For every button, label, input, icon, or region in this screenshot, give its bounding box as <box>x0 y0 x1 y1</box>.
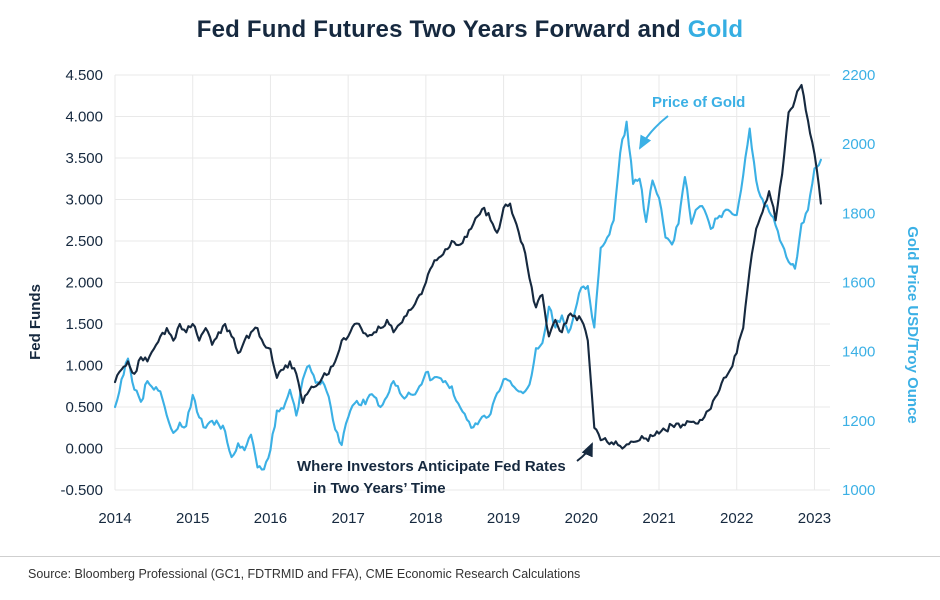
x-axis-tick-label: 2020 <box>565 510 598 527</box>
x-axis-tick-label: 2016 <box>254 510 287 527</box>
chart-title-accent: Gold <box>687 16 744 43</box>
fed-annotation-arrow <box>576 442 593 462</box>
source-note: Source: Bloomberg Professional (GC1, FDT… <box>28 567 581 581</box>
left-axis-tick-label: 1.000 <box>65 358 103 375</box>
left-axis-title: Fed Funds <box>27 284 44 360</box>
right-axis-tick-label: 1200 <box>842 413 875 430</box>
left-axis-tick-label: 0.500 <box>65 399 103 416</box>
left-axis-tick-label: 4.000 <box>65 109 103 126</box>
left-axis-tick-label: 2.000 <box>65 275 103 292</box>
left-axis-tick-label: 2.500 <box>65 233 103 250</box>
gold-annotation-arrow <box>639 115 669 150</box>
x-axis-tick-label: 2019 <box>487 510 520 527</box>
x-axis-tick-label: 2023 <box>798 510 831 527</box>
right-axis-tick-label: 2200 <box>842 67 875 84</box>
chart-title-main: Fed Fund Futures Two Years Forward and <box>196 16 681 43</box>
fed-annotation-label-line2: in Two Years’ Time <box>313 480 446 497</box>
gold-price-series-line <box>113 120 822 471</box>
footer-divider <box>0 556 940 557</box>
fed-annotation-label-line1: Where Investors Anticipate Fed Rates <box>297 458 566 475</box>
fed-funds-series-line <box>113 83 822 450</box>
right-axis-tick-label: 1600 <box>842 275 875 292</box>
left-axis-tick-label: 0.000 <box>65 441 103 458</box>
chart-canvas: 4.500 4.000 3.500 3.000 2.500 2.000 1.500 1.000… <box>27 67 921 527</box>
x-axis-tick-label: 2021 <box>642 510 675 527</box>
left-axis-tick-label: 4.500 <box>65 67 103 84</box>
gold-annotation-label: Price of Gold <box>652 94 745 111</box>
left-axis-tick-label: 3.500 <box>65 150 103 167</box>
chart-title: Fed Fund Futures Two Years Forward and G… <box>0 16 940 44</box>
left-axis-tick-label: 3.000 <box>65 192 103 209</box>
x-axis-tick-label: 2014 <box>98 510 131 527</box>
left-axis-tick-label: 1.500 <box>65 316 103 333</box>
x-axis-tick-label: 2015 <box>176 510 209 527</box>
right-axis-tick-label: 2000 <box>842 136 875 153</box>
right-axis-title: Gold Price USD/Troy Ounce <box>904 226 921 424</box>
x-axis-tick-label: 2017 <box>331 510 364 527</box>
left-axis-tick-label: -0.500 <box>60 482 103 499</box>
right-axis-tick-label: 1000 <box>842 482 875 499</box>
right-axis-tick-label: 1400 <box>842 344 875 361</box>
right-axis-tick-label: 1800 <box>842 205 875 222</box>
x-axis-tick-label: 2018 <box>409 510 442 527</box>
x-axis-tick-label: 2022 <box>720 510 753 527</box>
